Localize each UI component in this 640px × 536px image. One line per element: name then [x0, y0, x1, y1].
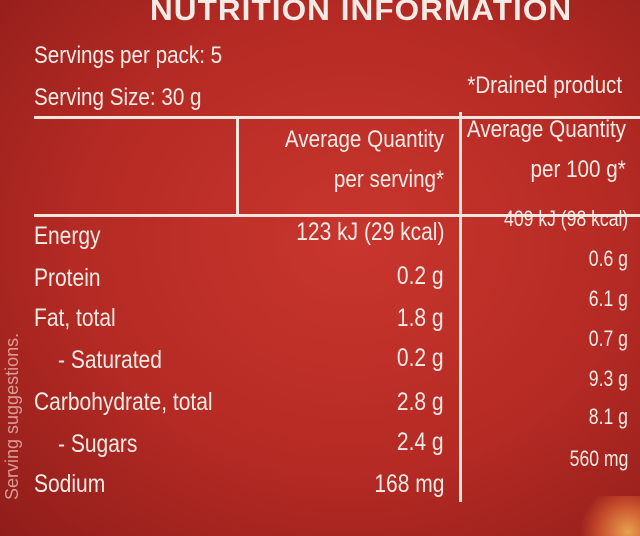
row-carbohydrate-per-serving: 2.8 g — [397, 388, 444, 416]
row-sugars-per-100g: 8.1 g — [588, 404, 628, 429]
row-energy-name: Energy — [34, 222, 101, 250]
row-energy-per-100g: 409 kJ (98 kcal) — [503, 206, 628, 231]
header-top-rule — [34, 116, 640, 119]
column-divider-2 — [459, 112, 462, 502]
row-sodium-name: Sodium — [34, 470, 106, 498]
row-sodium-per-serving: 168 mg — [373, 470, 444, 498]
row-saturated-per-100g: 0.7 g — [588, 326, 628, 351]
row-energy-per-serving: 123 kJ (29 kcal) — [295, 218, 444, 246]
row-saturated-name: - Saturated — [58, 346, 162, 374]
jar-edge-highlight — [580, 496, 640, 536]
drained-note: *Drained product — [467, 72, 622, 99]
row-fat-per-100g: 6.1 g — [588, 286, 628, 311]
row-fat-per-serving: 1.8 g — [397, 304, 444, 332]
col-per-serving-line2: per serving* — [333, 166, 444, 193]
row-protein-name: Protein — [34, 264, 101, 292]
col-per-100g-line2: per 100 g* — [530, 156, 626, 183]
row-saturated-per-serving: 0.2 g — [397, 344, 444, 372]
serving-size: Serving Size: 30 g — [34, 84, 202, 111]
row-sodium-per-100g: 560 mg — [569, 446, 628, 471]
row-protein-per-serving: 0.2 g — [397, 262, 444, 290]
row-sugars-name: - Sugars — [58, 430, 138, 458]
col-per-100g-line1: Average Quantity — [466, 116, 626, 143]
row-fat-name: Fat, total — [34, 304, 116, 332]
header-bottom-rule — [34, 214, 640, 217]
side-text-serving-suggestions: Serving suggestions. — [2, 332, 22, 500]
servings-per-pack: Servings per pack: 5 — [34, 42, 223, 69]
col-per-serving-line1: Average Quantity — [284, 126, 444, 153]
row-carbohydrate-name: Carbohydrate, total — [34, 388, 213, 416]
row-protein-per-100g: 0.6 g — [588, 246, 628, 271]
column-divider-1-top — [236, 118, 239, 216]
label-title: NUTRITION INFORMATION — [150, 0, 573, 27]
row-carbohydrate-per-100g: 9.3 g — [588, 366, 628, 391]
row-sugars-per-serving: 2.4 g — [397, 428, 444, 456]
